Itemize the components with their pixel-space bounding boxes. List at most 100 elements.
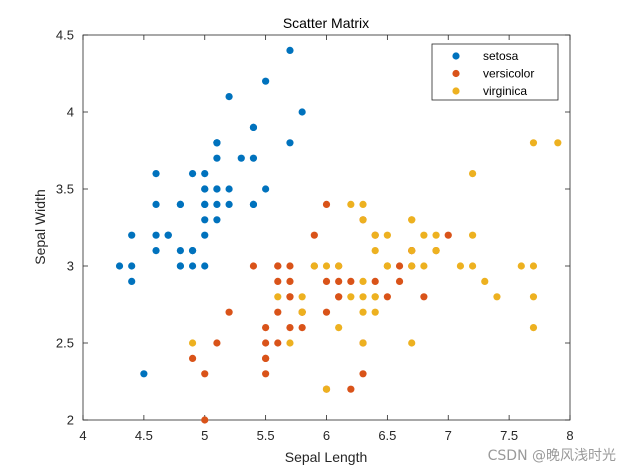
legend: setosa versicolor virginica bbox=[431, 43, 559, 101]
y-tick-label: 3 bbox=[67, 259, 74, 274]
data-point-virginica bbox=[554, 139, 562, 147]
data-point-versicolor bbox=[286, 277, 294, 285]
data-point-virginica bbox=[432, 247, 440, 255]
data-point-versicolor bbox=[274, 262, 282, 270]
data-point-virginica bbox=[408, 262, 416, 270]
data-point-virginica bbox=[420, 231, 428, 239]
data-point-versicolor bbox=[395, 262, 404, 270]
data-point-versicolor bbox=[188, 354, 197, 362]
data-point-virginica bbox=[529, 139, 538, 147]
data-point-virginica bbox=[347, 293, 355, 301]
data-point-setosa bbox=[249, 154, 258, 162]
data-point-versicolor bbox=[310, 231, 318, 239]
data-point-virginica bbox=[529, 324, 538, 332]
data-point-virginica bbox=[420, 262, 428, 270]
data-point-setosa bbox=[201, 231, 209, 239]
data-point-setosa bbox=[249, 200, 258, 208]
data-point-virginica bbox=[408, 247, 416, 255]
data-point-virginica bbox=[432, 231, 440, 239]
data-point-virginica bbox=[529, 293, 538, 301]
data-point-virginica bbox=[408, 216, 416, 224]
legend-marker-virginica bbox=[452, 87, 460, 95]
data-point-setosa bbox=[152, 231, 160, 239]
data-point-setosa bbox=[262, 77, 270, 85]
data-point-setosa bbox=[213, 139, 221, 147]
data-point-versicolor bbox=[286, 324, 294, 332]
data-point-setosa bbox=[164, 231, 172, 239]
data-point-virginica bbox=[359, 277, 367, 285]
data-point-virginica bbox=[274, 293, 282, 301]
data-point-setosa bbox=[213, 200, 221, 208]
data-point-versicolor bbox=[298, 324, 306, 332]
data-point-versicolor bbox=[359, 370, 367, 378]
data-point-setosa bbox=[188, 262, 197, 270]
data-point-setosa bbox=[201, 185, 209, 193]
data-point-virginica bbox=[371, 293, 379, 301]
data-point-versicolor bbox=[371, 277, 379, 285]
data-point-versicolor bbox=[347, 385, 355, 393]
data-point-setosa bbox=[213, 216, 221, 224]
series-versicolor bbox=[188, 200, 452, 424]
data-point-setosa bbox=[225, 93, 233, 101]
data-point-setosa bbox=[188, 247, 197, 255]
data-point-virginica bbox=[322, 262, 331, 270]
x-axis-ticks: 4 4.5 5 5.5 6 6.5 7 7.5 8 bbox=[79, 35, 574, 443]
data-point-versicolor bbox=[262, 339, 270, 347]
legend-marker-setosa bbox=[452, 52, 460, 60]
data-point-versicolor bbox=[335, 277, 343, 285]
data-point-setosa bbox=[201, 170, 209, 178]
data-point-setosa bbox=[213, 154, 221, 162]
data-point-virginica bbox=[298, 308, 306, 316]
data-point-setosa bbox=[298, 108, 306, 116]
x-axis-label: Sepal Length bbox=[285, 449, 368, 465]
data-point-setosa bbox=[249, 123, 258, 131]
y-axis-label: Sepal Width bbox=[32, 189, 48, 264]
watermark: CSDN @晚风浅时光 bbox=[487, 448, 616, 464]
data-point-virginica bbox=[310, 262, 318, 270]
data-point-virginica bbox=[298, 293, 306, 301]
data-point-versicolor bbox=[262, 324, 270, 332]
data-point-setosa bbox=[176, 262, 184, 270]
data-point-setosa bbox=[201, 262, 209, 270]
data-point-versicolor bbox=[322, 200, 331, 208]
data-point-versicolor bbox=[335, 293, 343, 301]
data-point-setosa bbox=[152, 200, 160, 208]
y-tick-label: 4.5 bbox=[56, 28, 74, 43]
x-tick-label: 4 bbox=[79, 428, 86, 443]
data-point-virginica bbox=[481, 277, 489, 285]
legend-label-virginica: virginica bbox=[483, 84, 527, 98]
data-point-virginica bbox=[286, 339, 294, 347]
data-point-virginica bbox=[322, 385, 331, 393]
chart-title: Scatter Matrix bbox=[283, 15, 369, 31]
data-point-versicolor bbox=[347, 277, 355, 285]
data-point-setosa bbox=[128, 262, 136, 270]
data-point-setosa bbox=[286, 139, 294, 147]
data-point-versicolor bbox=[213, 339, 221, 347]
data-point-setosa bbox=[201, 200, 209, 208]
data-point-setosa bbox=[225, 200, 233, 208]
data-point-versicolor bbox=[322, 308, 331, 316]
data-point-setosa bbox=[128, 231, 136, 239]
data-point-setosa bbox=[152, 170, 160, 178]
data-point-setosa bbox=[213, 185, 221, 193]
legend-label-setosa: setosa bbox=[483, 49, 519, 63]
data-point-setosa bbox=[286, 46, 294, 55]
data-point-versicolor bbox=[322, 277, 331, 285]
data-point-virginica bbox=[383, 231, 391, 239]
data-point-setosa bbox=[176, 200, 184, 208]
data-point-versicolor bbox=[201, 370, 209, 378]
data-point-virginica bbox=[359, 293, 367, 301]
y-tick-label: 4 bbox=[67, 105, 74, 120]
x-tick-label: 4.5 bbox=[135, 428, 153, 443]
data-point-virginica bbox=[188, 339, 197, 347]
data-point-versicolor bbox=[262, 354, 270, 362]
data-point-virginica bbox=[359, 200, 367, 208]
data-point-setosa bbox=[262, 185, 270, 193]
data-point-versicolor bbox=[274, 277, 282, 285]
data-point-virginica bbox=[371, 247, 379, 255]
data-point-versicolor bbox=[262, 370, 270, 378]
data-point-virginica bbox=[469, 170, 477, 178]
data-point-versicolor bbox=[225, 308, 233, 316]
x-tick-label: 6.5 bbox=[378, 428, 396, 443]
